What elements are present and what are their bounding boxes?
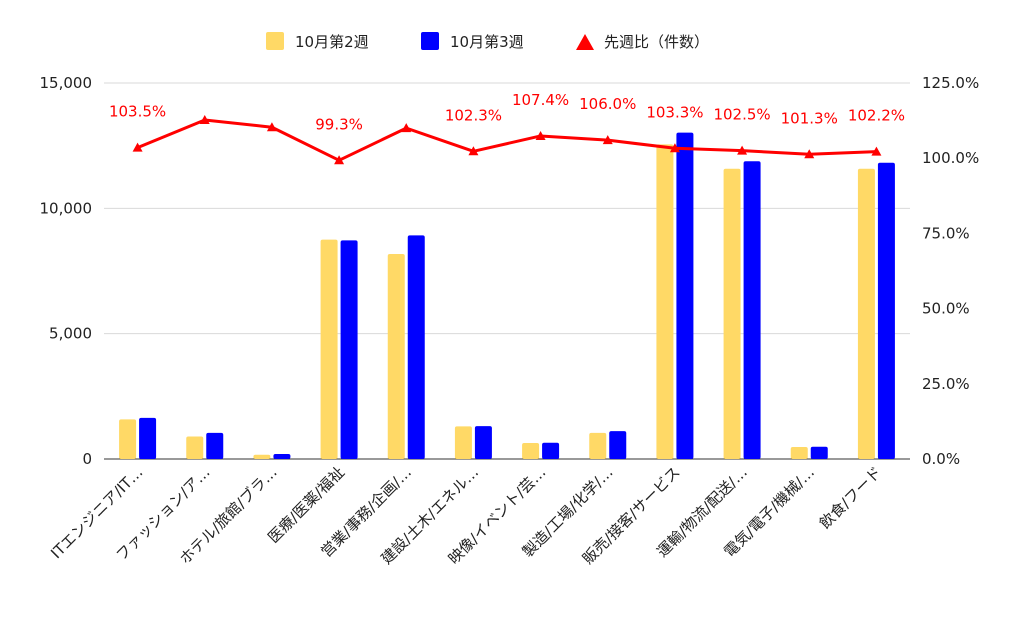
line-data-label: 106.0% [579,95,636,113]
line-data-label: 101.3% [781,109,838,127]
bar-2 [542,442,560,459]
right-tick-label: 125.0% [922,74,979,92]
left-tick-label: 10,000 [40,199,93,217]
right-tick-label: 0.0% [922,450,960,468]
line-marker [199,114,210,124]
bar-1 [253,454,271,459]
line-data-label: 103.5% [109,103,166,121]
right-tick-label: 25.0% [922,375,970,393]
bar-2 [139,417,157,459]
bar-1 [320,239,338,459]
ratio-line [137,118,877,162]
legend-label-series-2: 10月第3週 [450,33,524,51]
bar-1 [857,168,875,459]
bar-2 [743,161,761,459]
bar-2 [407,235,425,459]
bar-1 [790,446,808,459]
bar-series [119,132,895,459]
right-tick-label: 50.0% [922,300,970,318]
legend-swatch-series-1 [266,32,284,50]
left-tick-label: 5,000 [49,325,92,343]
right-axis-ticks: 0.0% 25.0% 50.0% 75.0% 100.0% 125.0% [922,74,979,468]
bar-2 [273,453,291,459]
line-data-label: 102.5% [713,106,770,124]
gridlines [104,82,910,460]
line-data-label: 102.2% [848,107,905,125]
line-data-label: 102.3% [445,106,502,124]
legend-marker-line [576,34,594,50]
bar-1 [119,419,137,459]
line-data-label: 107.4% [512,91,569,109]
legend-label-line: 先週比（件数） [604,33,709,51]
bar-2 [206,432,224,459]
line-marker [535,130,546,140]
left-tick-label: 15,000 [40,74,93,92]
line-data-label: 99.3% [315,115,363,133]
left-tick-label: 0 [82,450,92,468]
right-tick-label: 75.0% [922,224,970,242]
bar-1 [387,253,405,459]
line-marker [669,143,680,153]
line-marker [871,146,882,156]
bar-2 [609,431,627,459]
category-labels: ITエンジニア/IT…ファッション/ア…ホテル/旅館/ブラ…医療/医薬/福祉営業… [47,463,885,568]
line-marker [132,142,143,152]
bar-2 [340,240,358,459]
bar-1 [656,144,674,459]
legend: 10月第2週 10月第3週 先週比（件数） [266,32,709,51]
line-data-label: 103.3% [646,103,703,121]
line-marker [266,122,277,132]
bar-1 [522,442,540,459]
line-marker [602,135,613,145]
line-series [132,114,882,165]
line-data-labels: 103.5% 99.3% 102.3% 107.4% 106.0% 103.3% 102.5… [109,91,905,133]
line-marker [804,149,815,159]
line-marker [401,123,412,133]
bar-1 [186,436,204,459]
line-marker [468,146,479,156]
right-tick-label: 100.0% [922,149,979,167]
category-label: 飲食/フード [816,463,885,532]
bar-1 [454,426,472,459]
line-marker [334,155,345,165]
legend-swatch-series-2 [421,32,439,50]
bar-2 [810,446,828,459]
left-axis-ticks: 0 5,000 10,000 15,000 [40,74,93,468]
bar-2 [474,426,492,459]
bar-1 [723,168,741,459]
legend-label-series-1: 10月第2週 [295,33,369,51]
bar-2 [877,162,895,459]
bar-1 [589,432,607,459]
bar-2 [676,132,694,459]
line-marker [737,145,748,155]
